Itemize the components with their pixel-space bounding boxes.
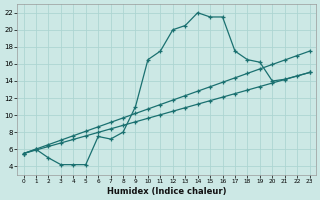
X-axis label: Humidex (Indice chaleur): Humidex (Indice chaleur): [107, 187, 226, 196]
